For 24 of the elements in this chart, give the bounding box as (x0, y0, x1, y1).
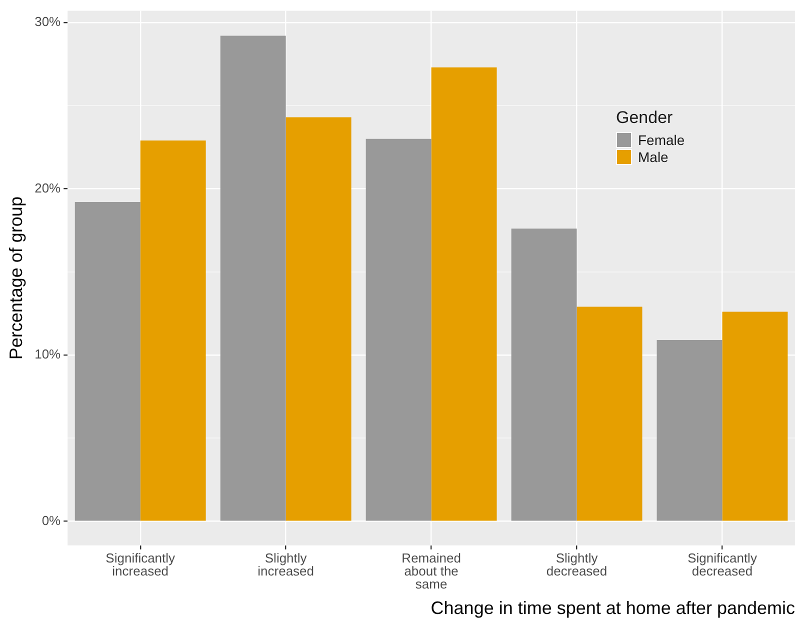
x-axis-title: Change in time spent at home after pandemic (430, 598, 795, 618)
x-tick-label: Slightly increased (258, 550, 314, 578)
bar (140, 140, 206, 521)
y-tick-label: 30% (34, 14, 62, 30)
x-tick-label: Remained about the same (402, 550, 461, 592)
y-tick-label: 0% (42, 512, 62, 528)
bar (74, 202, 140, 521)
bar (511, 228, 577, 521)
legend-title: Gender (616, 108, 674, 128)
bar (576, 306, 642, 521)
y-tick-label: 10% (34, 346, 62, 362)
y-tick-label: 20% (34, 180, 62, 196)
y-axis-title: Percentage of group (6, 196, 26, 360)
bar (366, 138, 432, 521)
legend-label: Male (638, 148, 668, 164)
x-tick-label: Significantly decreased (688, 550, 758, 578)
bar (286, 117, 352, 521)
bar (431, 67, 497, 521)
bar (722, 312, 788, 521)
bar (220, 36, 286, 521)
x-tick-label: Slightly decreased (546, 550, 608, 578)
x-tick-label: Significantly increased (106, 550, 176, 578)
legend-label: Female (638, 132, 685, 148)
bar (656, 340, 722, 521)
